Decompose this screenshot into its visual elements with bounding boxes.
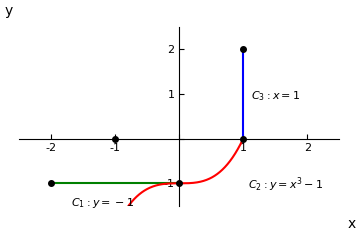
Text: $C_3 : x = 1$: $C_3 : x = 1$ <box>251 89 300 103</box>
Text: y: y <box>4 4 12 18</box>
Text: x: x <box>348 217 356 231</box>
Text: $C_2 : y = x^3 - 1$: $C_2 : y = x^3 - 1$ <box>248 175 324 194</box>
Text: $C_1 : y = -1$: $C_1 : y = -1$ <box>71 196 134 210</box>
